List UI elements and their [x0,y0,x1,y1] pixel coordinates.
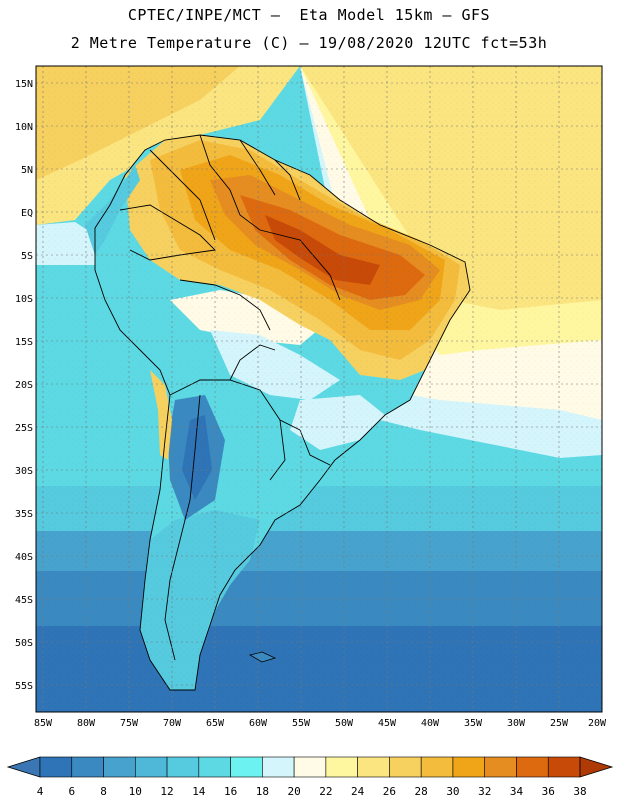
colorbar-swatch [71,756,104,778]
colorbar-tick: 4 [37,785,44,798]
colorbar-tick: 30 [446,785,459,798]
colorbar-tick: 14 [192,785,206,798]
lon-label: 20W [588,718,607,729]
colorbar-tick: 32 [478,785,491,798]
lon-label: 40W [421,718,440,729]
colorbar-labels: 4 6 8 10 12 14 16 18 20 22 24 26 28 30 3… [37,785,587,798]
colorbar-swatch [325,756,358,778]
colorbar-tick: 34 [510,785,524,798]
colorbar-tick: 6 [68,785,75,798]
colorbar-swatch [516,756,549,778]
colorbar-tick: 10 [129,785,142,798]
lat-label: 5S [21,251,33,262]
colorbar-tick: 28 [415,785,428,798]
map-frame [35,65,603,713]
colorbar-swatch [452,756,486,778]
colorbar-swatch [262,756,295,778]
colorbar-tick: 38 [573,785,586,798]
colorbar-swatch [39,756,73,778]
colorbar-tick: 36 [542,785,555,798]
colorbar-tick: 26 [383,785,396,798]
lat-label: 5N [21,165,33,176]
lon-label: 60W [249,718,268,729]
grid-lines [36,66,602,712]
latitude-labels: 15N 10N 5N EQ 5S 10S 15S 20S 25S 30S 35S… [15,79,33,692]
lon-label: 65W [206,718,225,729]
colorbar-tick: 16 [224,785,237,798]
country-borders [94,134,471,691]
colorbar-tick: 22 [319,785,332,798]
lat-label: 50S [15,638,33,649]
colorbar-tick: 12 [160,785,173,798]
lat-label: 30S [15,466,33,477]
colorbar-tick: 18 [256,785,269,798]
lon-label: 35W [464,718,483,729]
lon-label: 50W [335,718,354,729]
lon-label: 45W [378,718,397,729]
lat-label: 10N [15,122,33,133]
colorbar-swatch [420,756,454,778]
colorbar-swatch [293,756,327,778]
map-subtitle: 2 Metre Temperature (C) – 19/08/2020 12U… [70,34,548,52]
lon-label: 25W [550,718,569,729]
lat-label: 15N [15,79,33,90]
lat-label: 40S [15,552,33,563]
colorbar-swatch [198,756,231,778]
temperature-field [36,66,602,712]
colorbar [6,756,614,778]
longitude-labels: 85W 80W 75W 70W 65W 60W 55W 50W 45W 40W … [34,718,607,729]
lon-label: 55W [292,718,311,729]
colorbar-swatch [103,756,136,778]
lat-label: 55S [15,681,33,692]
lat-label: EQ [21,208,33,219]
colorbar-swatch [230,756,263,778]
lat-label: 25S [15,423,33,434]
colorbar-arrow-right [579,756,614,778]
colorbar-swatch [484,756,517,778]
colorbar-swatch [134,756,168,778]
map-title: CPTEC/INPE/MCT – Eta Model 15km – GFS [127,6,491,24]
lat-label: 35S [15,509,33,520]
lat-label: 20S [15,380,33,391]
colorbar-swatch [166,756,200,778]
lon-label: 85W [34,718,53,729]
colorbar-tick: 20 [287,785,300,798]
lat-label: 45S [15,595,33,606]
colorbar-tick: 24 [351,785,365,798]
colorbar-swatch [357,756,390,778]
colorbar-swatch [547,756,581,778]
colorbar-tick: 8 [100,785,107,798]
lon-label: 70W [163,718,182,729]
lon-label: 75W [120,718,139,729]
lat-label: 15S [15,337,33,348]
lat-label: 10S [15,294,33,305]
lon-label: 30W [507,718,526,729]
colorbar-arrow-left [6,756,41,778]
colorbar-swatch [389,756,422,778]
lon-label: 80W [77,718,96,729]
